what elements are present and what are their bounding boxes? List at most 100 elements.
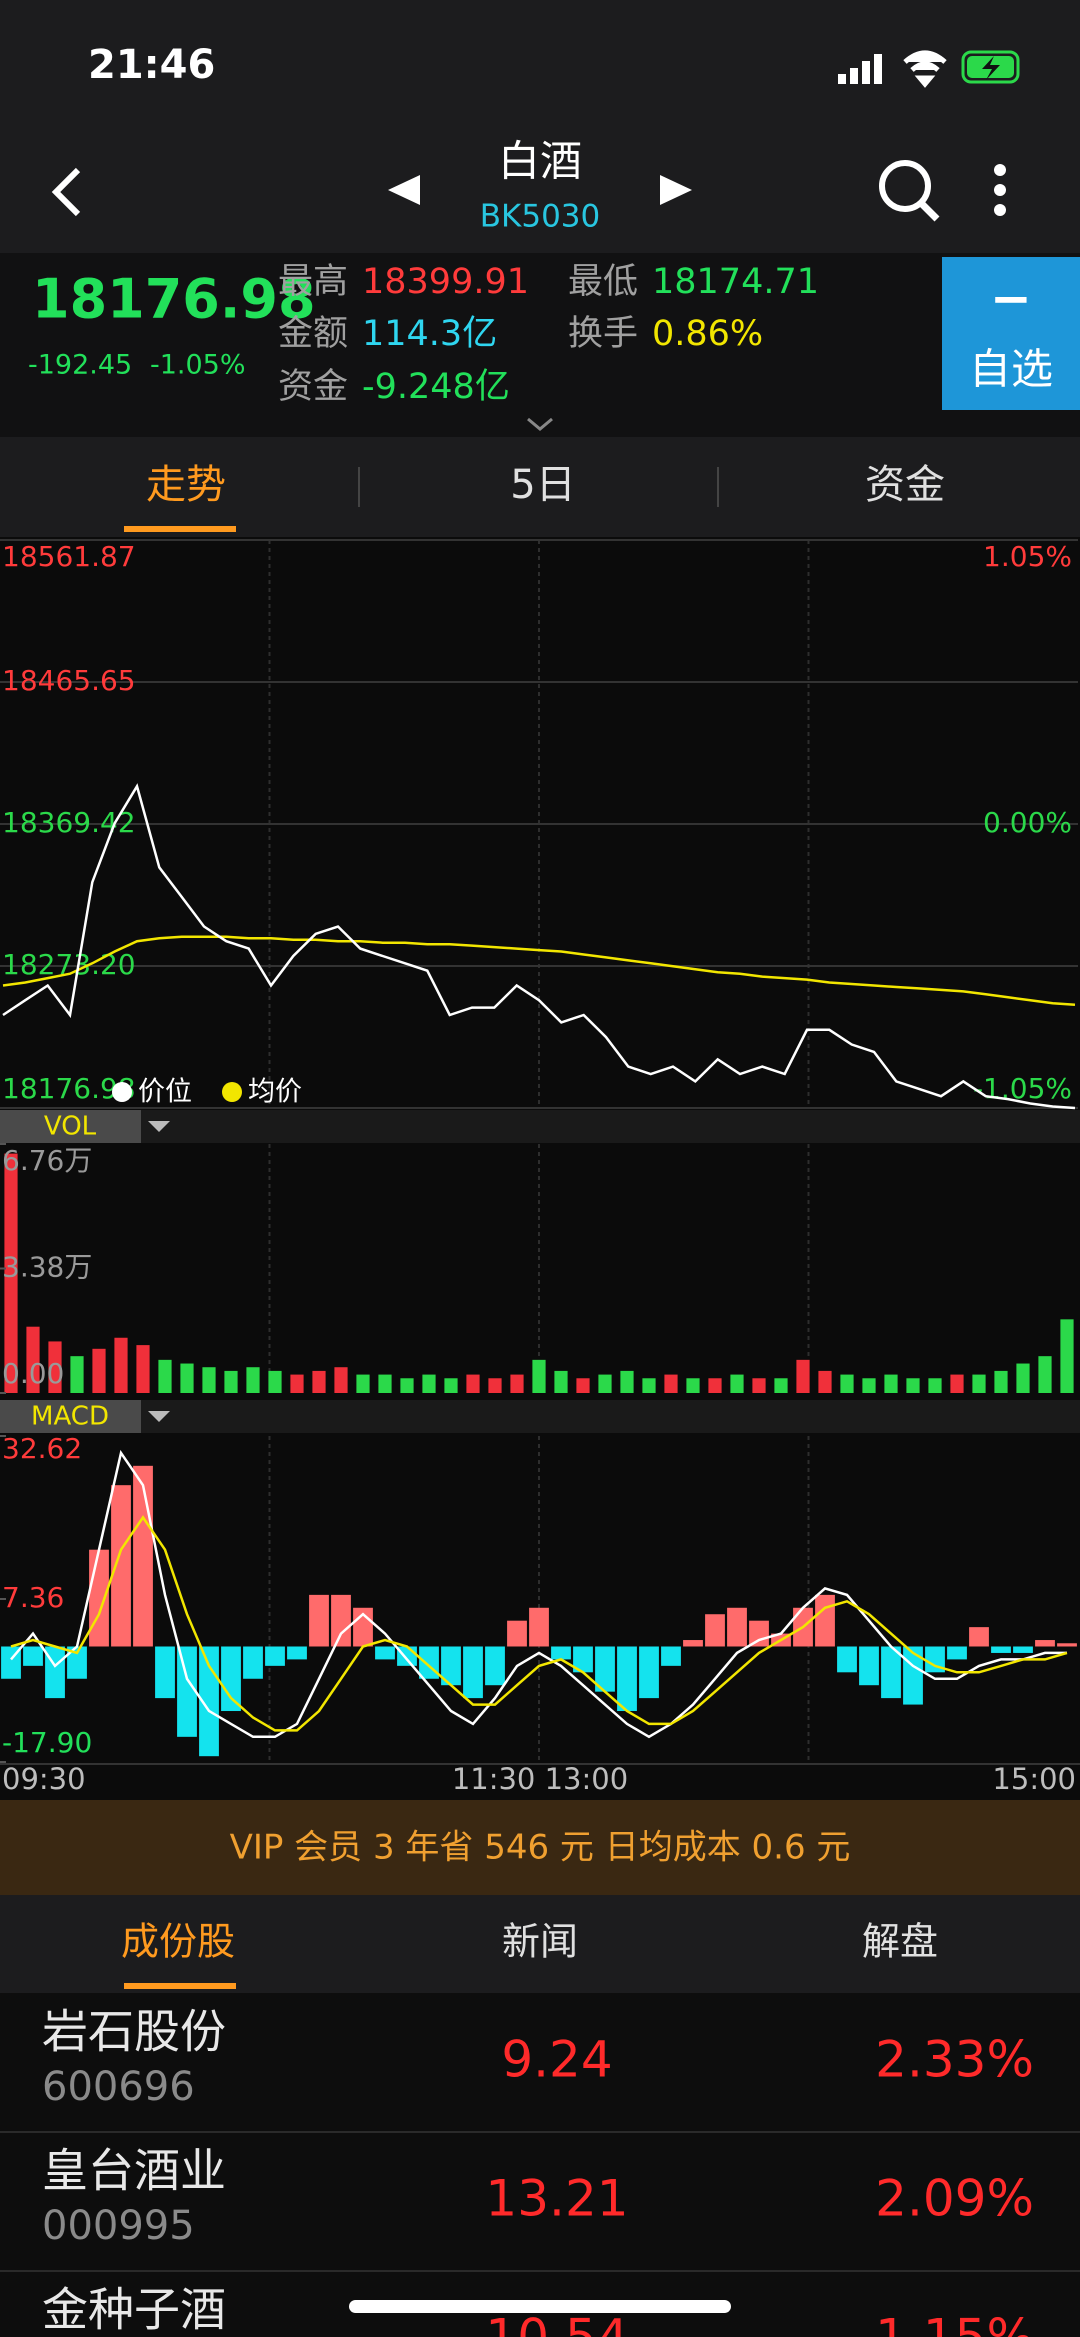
volume-bar: [620, 1370, 634, 1393]
y-tick-label: 6.76万: [2, 1144, 92, 1177]
macd-bar: [133, 1465, 153, 1647]
macd-bar: [859, 1646, 879, 1686]
stock-row[interactable]: 岩石股份 600696 9.24 2.33%: [42, 2005, 1034, 2111]
promo-text[interactable]: VIP 会员 3 年省 546 元 日均成本 0.6 元: [230, 1828, 851, 1868]
macd-bar: [155, 1646, 175, 1699]
expand-chevron[interactable]: [527, 417, 553, 431]
volume-bar: [4, 1153, 18, 1393]
promo-bg[interactable]: [0, 1800, 1080, 1895]
search-lens: [879, 160, 931, 212]
macd-bar: [89, 1549, 109, 1647]
volume-bar: [1016, 1363, 1030, 1393]
macd-bar: [375, 1646, 395, 1660]
stock-change-pct: 1.15%: [875, 2309, 1034, 2337]
list-tab[interactable]: 成份股: [121, 1920, 235, 1964]
macd-bar: [1035, 1640, 1055, 1647]
tab[interactable]: 资金: [865, 462, 945, 508]
panel-label-bg: [0, 1400, 141, 1433]
stock-name: 金种子酒: [42, 2283, 226, 2337]
macd-bar: [287, 1646, 307, 1660]
signal-bar: [850, 68, 858, 84]
volume-bar: [48, 1341, 62, 1393]
volume-bar: [422, 1374, 436, 1393]
nav-code: BK5030: [480, 199, 601, 235]
macd-bar: [67, 1646, 87, 1679]
macd-bar: [551, 1646, 571, 1660]
signal-icon: [838, 54, 882, 84]
search-button[interactable]: [879, 160, 940, 222]
macd-bar: [705, 1614, 725, 1647]
stock-code: 000995: [42, 2203, 195, 2249]
volume-bar: [114, 1337, 128, 1393]
label: 金额: [278, 314, 348, 354]
legend-swatch: [112, 1082, 132, 1102]
y2-tick-label: 0.00%: [983, 806, 1072, 839]
more-button[interactable]: [994, 164, 1006, 216]
macd-bar: [639, 1646, 659, 1699]
volume-bar: [510, 1374, 524, 1393]
macd-bar: [837, 1646, 857, 1673]
panel-dropdown[interactable]: [148, 1411, 170, 1422]
volume-bar: [928, 1378, 942, 1393]
prev-button[interactable]: [388, 175, 420, 205]
macd-bar: [507, 1620, 527, 1647]
y-tick-label: 3.38万: [2, 1251, 92, 1284]
volume-bar: [180, 1363, 194, 1393]
label: 最高: [278, 262, 348, 302]
volume-bar: [532, 1359, 546, 1393]
y-tick-label: 7.36: [2, 1581, 64, 1614]
stock-row[interactable]: 皇台酒业 000995 13.21 2.09%: [0, 2131, 1080, 2249]
panel-dropdown[interactable]: [148, 1121, 170, 1132]
label: 最低: [568, 262, 638, 302]
tab[interactable]: 5日: [510, 462, 575, 508]
volume-bar: [818, 1370, 832, 1393]
dot: [994, 184, 1006, 196]
y-tick-label: -17.90: [2, 1726, 92, 1759]
volume-bar: [906, 1378, 920, 1393]
volume-bar: [972, 1374, 986, 1393]
volume-bar: [598, 1374, 612, 1393]
macd-line: [10, 1449, 1067, 1739]
volume-bar: [356, 1374, 370, 1393]
macd-bar: [947, 1646, 967, 1660]
macd-bar: [309, 1594, 329, 1647]
signal-bar: [862, 61, 870, 84]
volume-bar: [994, 1370, 1008, 1393]
label: 换手: [568, 314, 638, 354]
y-tick-label: 32.62: [2, 1432, 82, 1465]
panel-label: MACD: [31, 1402, 109, 1432]
list-tabs-bg: [0, 1895, 1080, 1993]
stock-list: 岩石股份 600696 9.24 2.33% 皇台酒业 000995 13.21 2.09% 金…: [0, 2005, 1080, 2337]
volume-bar: [1060, 1319, 1074, 1393]
back-button[interactable]: [51, 167, 81, 217]
volume-bar: [312, 1370, 326, 1393]
stock-row[interactable]: 金种子酒 10.54 1.15%: [0, 2270, 1080, 2337]
volume-bar: [466, 1374, 480, 1393]
stock-price: 13.21: [485, 2170, 628, 2228]
volume-bar: [708, 1378, 722, 1393]
panel-label: VOL: [44, 1112, 97, 1142]
volume-bar: [862, 1378, 876, 1393]
list-tab[interactable]: 解盘: [862, 1920, 938, 1964]
volume-bar: [202, 1367, 216, 1393]
y2-tick-label: -1.05%: [973, 1072, 1072, 1105]
macd-bar: [243, 1646, 263, 1679]
volume-bar: [1038, 1356, 1052, 1393]
price-line: [2, 783, 1076, 1110]
x-tick-label: 15:00: [992, 1762, 1076, 1796]
tab[interactable]: 走势: [146, 462, 226, 508]
legend-label: 均价: [248, 1077, 302, 1108]
next-button[interactable]: [660, 175, 692, 205]
battery-icon: [961, 50, 1020, 84]
wifi-icon: [903, 50, 947, 88]
volume-bar: [950, 1374, 964, 1393]
volume-bar: [400, 1378, 414, 1393]
panel-header-bg: [0, 1110, 1080, 1143]
volume-bar: [642, 1378, 656, 1393]
watch-button[interactable]: − 自选: [942, 257, 1080, 410]
list-tab[interactable]: 新闻: [502, 1920, 578, 1964]
macd-bar: [1013, 1646, 1033, 1653]
legend-swatch: [222, 1082, 242, 1102]
